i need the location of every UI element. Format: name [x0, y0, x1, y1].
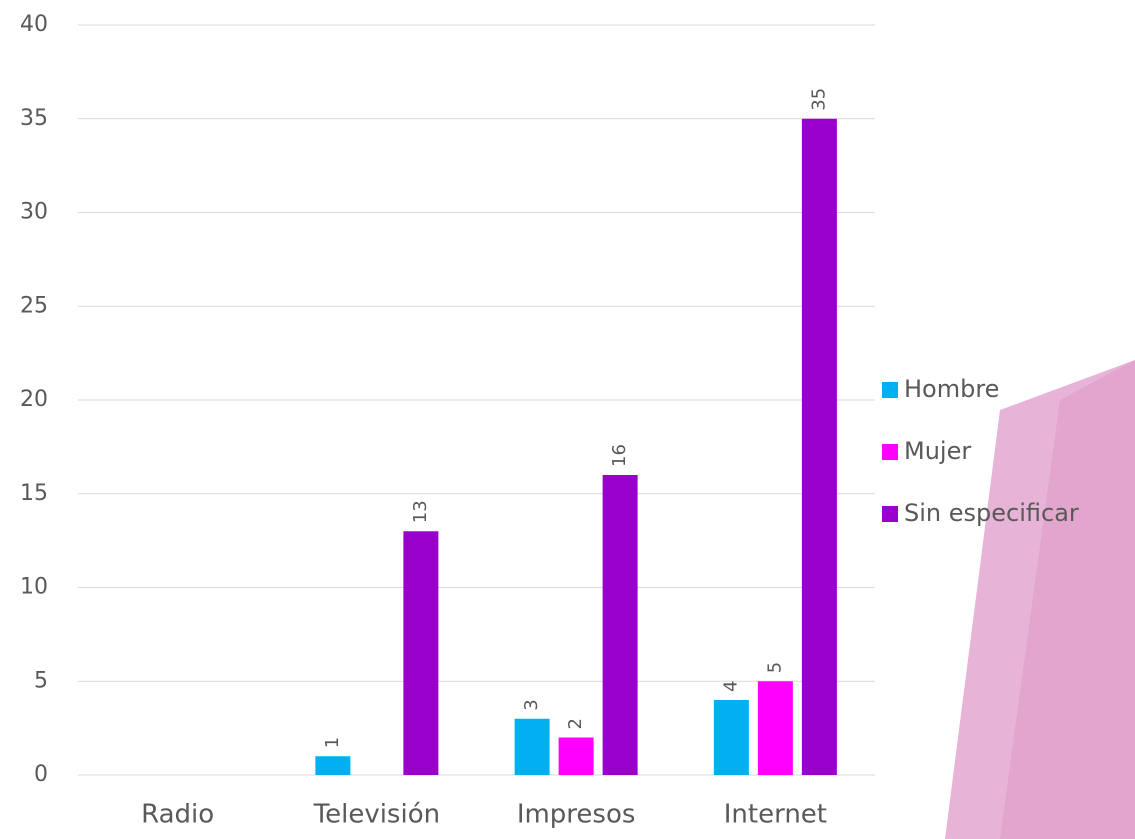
- bar: [713, 700, 749, 775]
- x-tick-label: Radio: [141, 800, 214, 830]
- bar: [315, 756, 351, 775]
- y-tick-label: 5: [34, 668, 48, 693]
- bar: [558, 737, 594, 775]
- x-tick-label: Impresos: [517, 800, 636, 830]
- bar: [801, 118, 837, 775]
- legend-label: Hombre: [904, 375, 999, 403]
- y-tick-label: 0: [34, 762, 48, 787]
- bar: [403, 531, 439, 775]
- legend-swatch: [882, 506, 898, 522]
- y-tick-label: 10: [20, 575, 48, 600]
- data-label: 35: [808, 88, 829, 111]
- x-tick-label: Internet: [724, 800, 827, 830]
- legend-swatch: [882, 382, 898, 398]
- legend-swatch: [882, 444, 898, 460]
- legend-label: Mujer: [904, 437, 971, 465]
- data-label: 1: [322, 737, 343, 748]
- bar: [514, 718, 550, 775]
- bar: [757, 681, 793, 775]
- y-tick-label: 25: [20, 293, 48, 318]
- data-label: 13: [410, 500, 431, 523]
- y-tick-label: 35: [20, 106, 48, 131]
- x-tick-label: Televisión: [313, 800, 440, 830]
- y-tick-label: 30: [20, 200, 48, 225]
- y-tick-label: 40: [20, 12, 48, 37]
- y-tick-label: 20: [20, 387, 48, 412]
- data-label: 2: [565, 718, 586, 729]
- data-label: 3: [521, 699, 542, 710]
- data-label: 5: [764, 662, 785, 673]
- legend-label: Sin especificar: [904, 499, 1079, 527]
- data-label: 16: [609, 444, 630, 467]
- background-shape: [1000, 360, 1135, 839]
- data-label: 4: [720, 681, 741, 692]
- bar: [602, 475, 638, 775]
- y-tick-label: 15: [20, 481, 48, 506]
